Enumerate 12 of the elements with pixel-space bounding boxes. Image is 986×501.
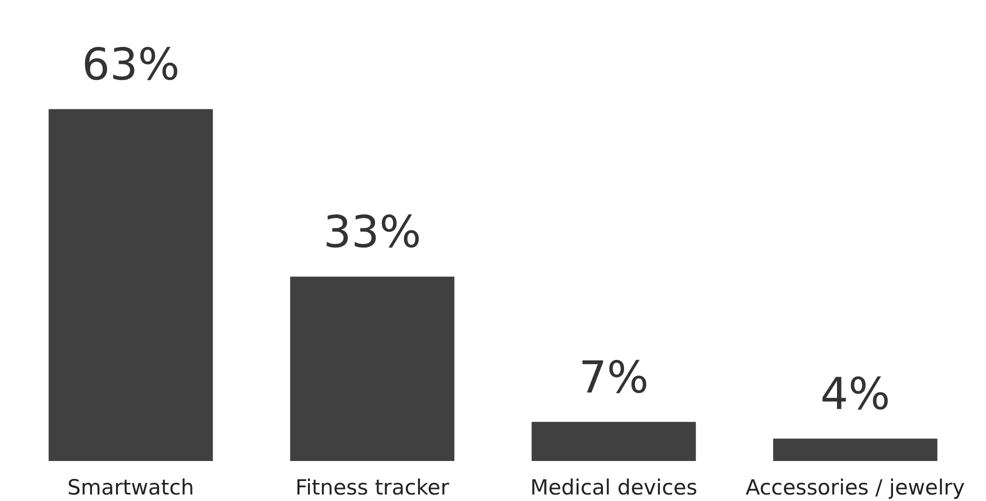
data-label: 63% <box>82 40 180 91</box>
bar <box>532 422 696 461</box>
data-label: 33% <box>323 207 422 258</box>
x-tick-label: Medical devices <box>530 476 698 500</box>
x-tick-label: Smartwatch <box>67 476 194 500</box>
data-label: 7% <box>578 352 649 404</box>
data-label: 4% <box>820 369 890 420</box>
bar <box>773 438 938 461</box>
x-tick-label: Fitness tracker <box>295 476 450 500</box>
bar <box>48 109 213 461</box>
x-tick-label: Accessories / jewelry <box>746 476 965 500</box>
bar <box>290 276 454 461</box>
